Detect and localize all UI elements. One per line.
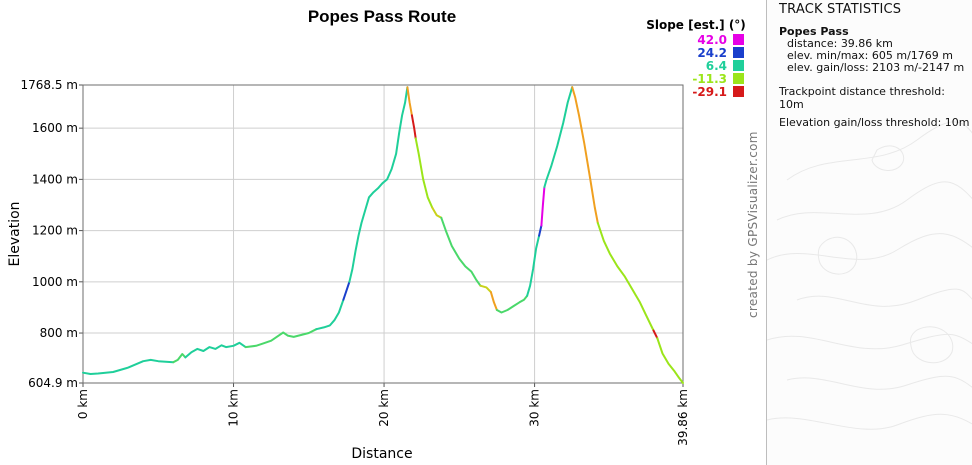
slope-segment bbox=[244, 328, 318, 349]
stat-elev-gainloss: elev. gain/loss: 2103 m/-2147 m bbox=[787, 61, 965, 74]
topo-background bbox=[767, 121, 972, 430]
slope-segment bbox=[479, 284, 492, 294]
slope-segment bbox=[495, 294, 529, 314]
slope-segment bbox=[184, 341, 247, 359]
x-tick-label: 30 km bbox=[528, 389, 542, 427]
slope-segment bbox=[540, 186, 546, 227]
slope-segment bbox=[652, 329, 659, 340]
x-tick-label: 20 km bbox=[377, 389, 391, 427]
x-axis-label: Distance bbox=[351, 446, 412, 462]
legend-swatch bbox=[733, 73, 744, 84]
slope-segment bbox=[410, 114, 417, 140]
x-tick-label: 10 km bbox=[227, 389, 241, 427]
track-name: Popes Pass bbox=[779, 25, 849, 38]
slope-segment bbox=[172, 353, 187, 364]
slope-segment bbox=[538, 224, 543, 237]
track-statistics: TRACK STATISTICS Popes Pass distance: 39… bbox=[779, 2, 972, 129]
slope-segment bbox=[489, 291, 498, 311]
legend-label: 6.4 bbox=[706, 59, 727, 73]
slope-segment bbox=[82, 358, 175, 375]
chart-title: Popes Pass Route bbox=[308, 7, 456, 26]
y-tick-label: 1000 m bbox=[32, 275, 78, 289]
y-tick-label: 1400 m bbox=[32, 172, 78, 186]
y-tick-label: 604.9 m bbox=[28, 376, 78, 390]
x-tick-label: 0 km bbox=[76, 389, 90, 419]
slope-segment bbox=[571, 86, 599, 224]
legend-swatch bbox=[733, 86, 744, 97]
slope-segment bbox=[526, 234, 541, 297]
legend-label: 42.0 bbox=[697, 33, 727, 47]
legend-label: -29.1 bbox=[692, 85, 727, 99]
y-axis-label: Elevation bbox=[7, 201, 23, 266]
stat-elev-minmax: elev. min/max: 605 m/1769 m bbox=[787, 49, 953, 62]
slope-segment bbox=[348, 86, 409, 283]
x-tick-labels: 0 km 10 km 20 km 30 km 39.86 km bbox=[76, 389, 690, 446]
legend-label: -11.3 bbox=[692, 72, 727, 86]
y-tick-label: 800 m bbox=[40, 326, 78, 340]
slope-segment bbox=[342, 280, 351, 301]
stats-title: TRACK STATISTICS bbox=[779, 2, 902, 17]
elevation-chart: Popes Pass Route Elevation Distance 604.… bbox=[7, 7, 746, 462]
legend-label: 24.2 bbox=[697, 46, 727, 60]
legend-swatch bbox=[733, 60, 744, 71]
slope-segment bbox=[315, 298, 345, 331]
stat-trackpoint-threshold: Trackpoint distance threshold: 10m bbox=[779, 85, 945, 111]
plot-border bbox=[82, 84, 684, 384]
legend-swatch bbox=[733, 47, 744, 58]
y-tick-label: 1600 m bbox=[32, 121, 78, 135]
slope-segment bbox=[431, 206, 443, 219]
stat-distance: distance: 39.86 km bbox=[787, 37, 893, 50]
legend-title: Slope [est.] (°) bbox=[646, 18, 746, 32]
chart-panel: Popes Pass Route Elevation Distance 604.… bbox=[7, 0, 767, 465]
elevation-profile bbox=[82, 86, 684, 384]
slope-segment bbox=[440, 216, 482, 287]
y-tick-labels: 604.9 m 800 m 1000 m 1200 m 1400 m 1600 m 1768… bbox=[21, 78, 79, 390]
legend-swatch bbox=[733, 34, 744, 45]
stats-panel: TRACK STATISTICS Popes Pass distance: 39… bbox=[767, 0, 972, 465]
slope-segment bbox=[656, 337, 684, 384]
stat-elevation-threshold: Elevation gain/loss threshold: 10m bbox=[779, 116, 970, 129]
credit-label: created by GPSVisualizer.com bbox=[746, 131, 760, 318]
slope-segment bbox=[543, 86, 574, 189]
y-tick-label: 1200 m bbox=[32, 224, 78, 238]
slope-segment bbox=[414, 137, 434, 209]
slope-segment bbox=[596, 221, 655, 332]
x-tick-label: 39.86 km bbox=[676, 389, 690, 446]
axis-frame bbox=[79, 84, 684, 387]
slope-segment bbox=[406, 86, 413, 117]
slope-legend: Slope [est.] (°) 42.024.26.4-11.3-29.1 bbox=[646, 18, 746, 99]
grid bbox=[83, 85, 683, 383]
y-tick-label: 1768.5 m bbox=[21, 78, 79, 92]
